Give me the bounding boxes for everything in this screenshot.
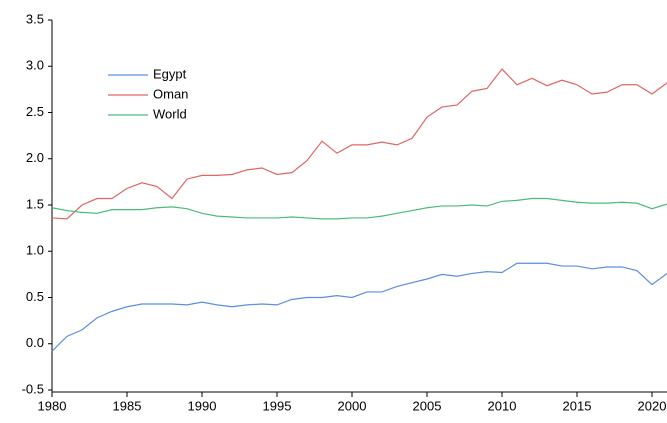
x-tick-label: 1985 xyxy=(113,398,142,413)
y-tick-label: -0.5 xyxy=(22,381,44,396)
line-series xyxy=(51,262,667,352)
y-tick-label: 2.0 xyxy=(26,150,44,165)
y-tick-label: 3.5 xyxy=(26,11,44,26)
y-tick-label: 0.0 xyxy=(26,335,44,350)
legend-label: Egypt xyxy=(153,66,187,81)
x-tick-label: 2010 xyxy=(488,398,517,413)
x-tick-label: 2005 xyxy=(413,398,442,413)
x-tick-label: 1995 xyxy=(263,398,292,413)
x-tick-label: 2020 xyxy=(638,398,667,413)
line-series xyxy=(51,197,667,220)
y-tick-label: 0.5 xyxy=(26,289,44,304)
line-series xyxy=(51,68,667,220)
x-tick-label: 1990 xyxy=(188,398,217,413)
x-tick-label: 1980 xyxy=(38,398,67,413)
y-tick-label: 2.5 xyxy=(26,104,44,119)
legend-label: World xyxy=(153,106,187,121)
legend-label: Oman xyxy=(153,86,188,101)
x-tick-label: 2015 xyxy=(563,398,592,413)
y-tick-label: 1.5 xyxy=(26,196,44,211)
y-tick-label: 1.0 xyxy=(26,243,44,258)
y-tick-label: 3.0 xyxy=(26,58,44,73)
x-tick-label: 2000 xyxy=(338,398,367,413)
